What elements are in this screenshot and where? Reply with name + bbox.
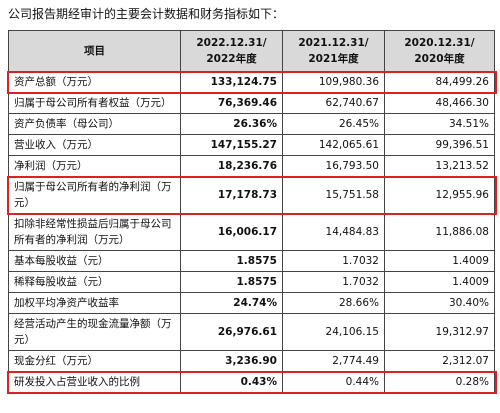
value-cell: 30.40% (384, 292, 495, 314)
row-label: 净利润（万元） (8, 155, 181, 177)
row-label: 加权平均净资产收益率 (8, 292, 181, 314)
header-cell: 2022.12.31/ 2022年度 (180, 30, 283, 72)
value-cell: 18,236.76 (180, 155, 283, 177)
value-cell: 48,466.30 (384, 92, 495, 114)
value-cell: 16,006.17 (180, 213, 283, 251)
table-row: 归属于母公司所有者的净利润（万元） 17,178.73 15,751.58 12,95… (8, 176, 495, 214)
row-label: 基本每股收益（元） (8, 250, 181, 272)
value-cell: 11,886.08 (384, 213, 495, 251)
value-cell: 109,980.36 (282, 71, 385, 93)
value-cell: 16,793.50 (282, 155, 385, 177)
value-cell: 84,499.26 (384, 71, 495, 93)
value-cell: 0.43% (180, 371, 283, 393)
row-label: 归属于母公司所有者权益（万元） (8, 92, 181, 114)
table-row: 现金分红（万元） 3,236.90 2,774.49 2,312.07 (8, 350, 495, 372)
row-label: 稀释每股收益（元） (8, 271, 181, 293)
value-cell: 1.4009 (384, 271, 495, 293)
value-cell: 147,155.27 (180, 134, 283, 156)
header-cell: 项目 (8, 30, 181, 72)
table-row: 扣除非经常性损益后归属于母公司所有者的净利润（万元） 16,006.17 14,48… (8, 213, 495, 251)
value-cell: 19,312.97 (384, 313, 495, 351)
value-cell: 2,312.07 (384, 350, 495, 372)
row-label: 研发投入占营业收入的比例 (8, 371, 181, 393)
table-row: 研发投入占营业收入的比例 0.43% 0.44% 0.28% (8, 371, 495, 393)
value-cell: 1.4009 (384, 250, 495, 272)
table-row: 营业收入（万元） 147,155.27 142,065.61 99,396.51 (8, 134, 495, 156)
value-cell: 3,236.90 (180, 350, 283, 372)
value-cell: 62,740.67 (282, 92, 385, 114)
value-cell: 26,976.61 (180, 313, 283, 351)
row-label: 营业收入（万元） (8, 134, 181, 156)
table-row: 稀释每股收益（元） 1.8575 1.7032 1.4009 (8, 271, 495, 293)
value-cell: 24,106.15 (282, 313, 385, 351)
value-cell: 17,178.73 (180, 176, 283, 214)
table-row: 净利润（万元） 18,236.76 16,793.50 13,213.52 (8, 155, 495, 177)
value-cell: 26.36% (180, 113, 283, 135)
table-row: 资产总额（万元） 133,124.75 109,980.36 84,499.26 (8, 71, 495, 93)
row-label: 现金分红（万元） (8, 350, 181, 372)
value-cell: 76,369.46 (180, 92, 283, 114)
value-cell: 13,213.52 (384, 155, 495, 177)
value-cell: 28.66% (282, 292, 385, 314)
value-cell: 24.74% (180, 292, 283, 314)
value-cell: 99,396.51 (384, 134, 495, 156)
value-cell: 2,774.49 (282, 350, 385, 372)
intro-text: 公司报告期经审计的主要会计数据和财务指标如下： (8, 7, 285, 21)
value-cell: 0.44% (282, 371, 385, 393)
value-cell: 34.51% (384, 113, 495, 135)
header-cell: 2020.12.31/ 2020年度 (384, 30, 495, 72)
row-label: 资产负债率（母公司） (8, 113, 181, 135)
value-cell: 15,751.58 (282, 176, 385, 214)
value-cell: 14,484.83 (282, 213, 385, 251)
table-row: 归属于母公司所有者权益（万元） 76,369.46 62,740.67 48,466.… (8, 92, 495, 114)
header-row: 项目 2022.12.31/ 2022年度 2021.12.31/ 2021年度 20… (8, 30, 495, 72)
table-row: 基本每股收益（元） 1.8575 1.7032 1.4009 (8, 250, 495, 272)
data-table: 项目 2022.12.31/ 2022年度 2021.12.31/ 2021年度 20… (8, 30, 495, 393)
value-cell: 12,955.96 (384, 176, 495, 214)
value-cell: 142,065.61 (282, 134, 385, 156)
value-cell: 1.8575 (180, 250, 283, 272)
header-cell: 2021.12.31/ 2021年度 (282, 30, 385, 72)
row-label: 资产总额（万元） (8, 71, 181, 93)
value-cell: 0.28% (384, 371, 495, 393)
row-label: 经营活动产生的现金流量净额（万元） (8, 313, 181, 351)
table-row: 经营活动产生的现金流量净额（万元） 26,976.61 24,106.15 19,31… (8, 313, 495, 351)
value-cell: 1.7032 (282, 271, 385, 293)
value-cell: 26.45% (282, 113, 385, 135)
table-row: 加权平均净资产收益率 24.74% 28.66% 30.40% (8, 292, 495, 314)
value-cell: 1.7032 (282, 250, 385, 272)
table-row: 资产负债率（母公司） 26.36% 26.45% 34.51% (8, 113, 495, 135)
row-label: 归属于母公司所有者的净利润（万元） (8, 176, 181, 214)
row-label: 扣除非经常性损益后归属于母公司所有者的净利润（万元） (8, 213, 181, 251)
value-cell: 1.8575 (180, 271, 283, 293)
value-cell: 133,124.75 (180, 71, 283, 93)
